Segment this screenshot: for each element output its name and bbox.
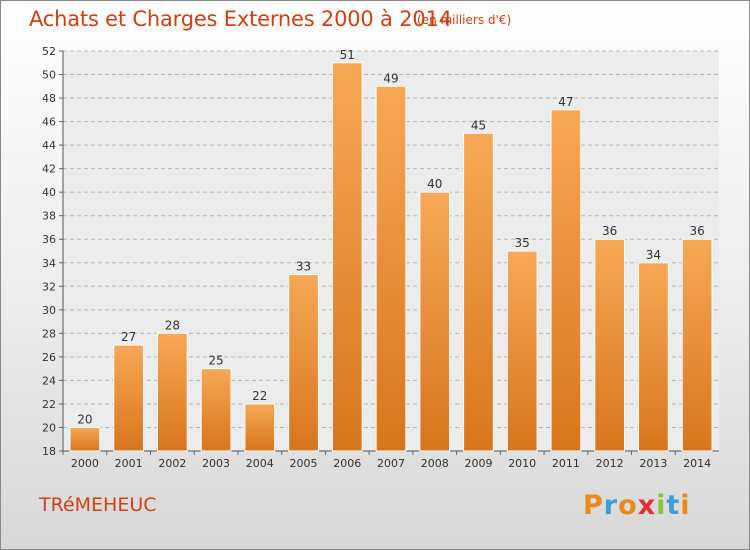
- x-tick-label: 2008: [421, 457, 449, 470]
- data-label: 28: [165, 318, 180, 332]
- data-label: 22: [252, 389, 267, 403]
- y-tick-label: 38: [42, 210, 56, 223]
- x-tick-label: 2005: [290, 457, 318, 470]
- y-tick-label: 42: [42, 163, 56, 176]
- y-tick-label: 44: [42, 139, 56, 152]
- bar: [550, 109, 582, 452]
- bar: [419, 191, 451, 452]
- logo-letter: r: [603, 490, 619, 521]
- data-label: 20: [77, 412, 92, 426]
- y-tick-label: 28: [42, 327, 56, 340]
- logo-letter: i: [680, 490, 691, 521]
- x-tick-label: 2013: [639, 457, 667, 470]
- x-tick-label: 2006: [333, 457, 361, 470]
- bar: [288, 274, 319, 452]
- y-tick-label: 32: [42, 280, 56, 293]
- chart-title: Achats et Charges Externes 2000 à 2014: [29, 7, 452, 31]
- data-label: 25: [208, 354, 223, 368]
- bar: [506, 250, 538, 452]
- data-label: 36: [602, 224, 617, 238]
- x-tick-label: 2012: [596, 457, 624, 470]
- proxiti-logo: Proxiti: [583, 490, 691, 521]
- x-tick-label: 2003: [202, 457, 230, 470]
- chart-subtitle: (en milliers d'€): [417, 13, 512, 27]
- bar: [69, 426, 101, 452]
- y-tick-label: 50: [42, 69, 56, 82]
- bar: [638, 262, 669, 452]
- y-tick-label: 20: [42, 421, 56, 434]
- data-label: 34: [646, 248, 661, 262]
- x-tick-label: 2010: [508, 457, 536, 470]
- bar: [200, 368, 232, 452]
- bar: [375, 85, 407, 452]
- x-tick-label: 2000: [71, 457, 99, 470]
- y-tick-label: 52: [42, 45, 56, 58]
- bar: [331, 62, 363, 452]
- bar: [156, 332, 188, 452]
- bar: [244, 403, 276, 452]
- x-tick-label: 2011: [552, 457, 580, 470]
- x-tick-label: 2009: [464, 457, 492, 470]
- x-tick-label: 2002: [158, 457, 186, 470]
- logo-letter: t: [666, 490, 681, 521]
- y-tick-label: 40: [42, 186, 56, 199]
- data-label: 47: [558, 95, 573, 109]
- y-tick-label: 18: [42, 445, 56, 458]
- bar: [681, 238, 713, 452]
- logo-letter: x: [637, 490, 657, 521]
- bar: [463, 132, 494, 452]
- x-tick-label: 2001: [115, 457, 143, 470]
- data-label: 45: [471, 118, 486, 132]
- data-label: 27: [121, 330, 136, 344]
- y-tick-label: 24: [42, 374, 56, 387]
- y-tick-label: 22: [42, 398, 56, 411]
- y-tick-label: 26: [42, 351, 56, 364]
- y-tick-label: 34: [42, 257, 56, 270]
- y-tick-label: 46: [42, 116, 56, 129]
- data-label: 36: [689, 224, 704, 238]
- data-label: 35: [515, 236, 530, 250]
- data-label: 40: [427, 177, 442, 191]
- data-label: 33: [296, 260, 311, 274]
- x-tick-label: 2007: [377, 457, 405, 470]
- bar: [594, 238, 626, 452]
- data-label: 49: [383, 71, 398, 85]
- data-label: 51: [340, 48, 355, 62]
- logo-letter: P: [583, 490, 604, 521]
- town-name: TRéMEHEUC: [39, 494, 157, 516]
- y-tick-label: 48: [42, 92, 56, 105]
- x-tick-label: 2014: [683, 457, 711, 470]
- x-tick-label: 2004: [246, 457, 274, 470]
- y-tick-label: 36: [42, 233, 56, 246]
- bar: [113, 344, 144, 452]
- y-tick-label: 30: [42, 304, 56, 317]
- logo-letter: i: [656, 490, 667, 521]
- logo-letter: o: [618, 490, 638, 521]
